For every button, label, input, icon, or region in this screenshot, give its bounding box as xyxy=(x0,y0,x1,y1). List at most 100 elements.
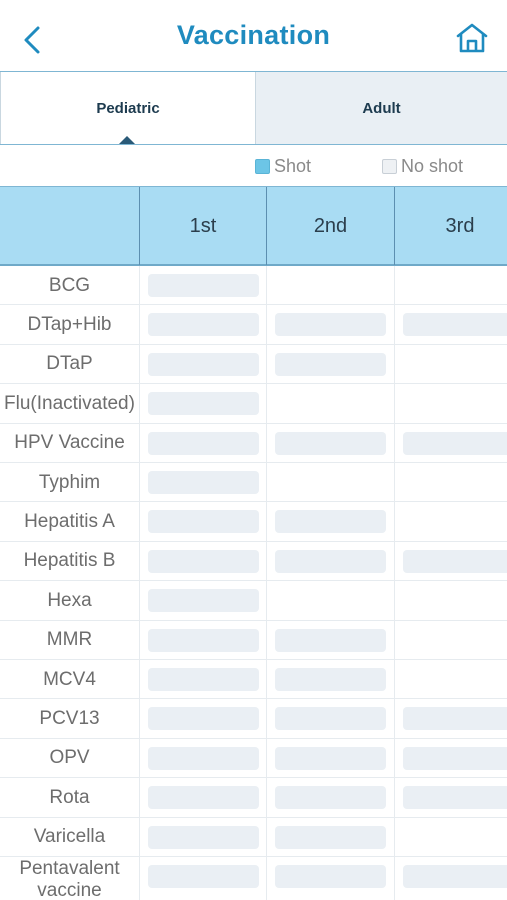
table-row: Varicella xyxy=(0,817,507,857)
dose-toggle[interactable] xyxy=(275,313,386,337)
dose-cell-2 xyxy=(267,778,395,817)
dose-toggle[interactable] xyxy=(275,825,386,849)
no-shot-swatch xyxy=(382,159,397,174)
dose-cell-1 xyxy=(140,541,267,581)
table-row: HPV Vaccine xyxy=(0,423,507,463)
dose-cell-3 xyxy=(395,345,507,383)
dose-toggle[interactable] xyxy=(275,707,386,731)
dose-toggle[interactable] xyxy=(148,865,259,888)
dose-toggle[interactable] xyxy=(148,274,259,297)
dose-cell-3 xyxy=(395,266,507,304)
dose-toggle[interactable] xyxy=(148,707,259,731)
vaccine-name: Pentavalent vaccine xyxy=(0,857,140,900)
dose-cell-2 xyxy=(267,384,395,423)
dose-toggle[interactable] xyxy=(403,707,507,731)
dose-cell-1 xyxy=(140,857,267,900)
dose-toggle[interactable] xyxy=(275,865,386,888)
home-button[interactable] xyxy=(455,22,489,54)
dose-cell-3 xyxy=(395,305,507,343)
dose-toggle[interactable] xyxy=(403,786,507,810)
table-header: 1st 2nd 3rd xyxy=(0,186,507,266)
dose-cell-1 xyxy=(140,738,267,778)
dose-cell-2 xyxy=(267,699,395,738)
dose-cell-2 xyxy=(267,541,395,581)
table-row: DTaP xyxy=(0,344,507,385)
dose-toggle[interactable] xyxy=(148,471,259,494)
legend-no-shot-label: No shot xyxy=(401,156,464,176)
vaccine-name: OPV xyxy=(0,738,140,778)
dose-toggle[interactable] xyxy=(148,668,259,691)
dose-cell-3 xyxy=(395,818,507,856)
table-row: Rota xyxy=(0,778,507,818)
dose-toggle[interactable] xyxy=(148,431,259,455)
vaccine-name: Rota xyxy=(0,778,140,817)
dose-cell-2 xyxy=(267,344,395,384)
dose-toggle[interactable] xyxy=(148,746,259,770)
dose-toggle[interactable] xyxy=(275,668,386,691)
dose-cell-3 xyxy=(395,699,507,737)
chevron-left-icon xyxy=(24,26,40,54)
table-row: Typhim xyxy=(0,463,507,503)
vaccine-name: BCG xyxy=(0,266,140,305)
dose-toggle[interactable] xyxy=(148,628,259,652)
header-cell-2nd: 2nd xyxy=(267,187,395,265)
dose-cell-1 xyxy=(140,344,267,384)
dose-cell-1 xyxy=(140,305,267,344)
header-cell-vaccine xyxy=(0,187,140,265)
tab-pediatric[interactable]: Pediatric xyxy=(0,72,255,144)
legend-no-shot: No shot xyxy=(382,156,463,177)
dose-cell-2 xyxy=(267,502,395,541)
header-cell-3rd: 3rd xyxy=(445,214,475,237)
vaccine-name: Flu(Inactivated) xyxy=(0,384,140,423)
vaccine-name: PCV13 xyxy=(0,699,140,738)
shot-swatch xyxy=(255,159,270,174)
dose-toggle[interactable] xyxy=(148,352,259,376)
dose-toggle[interactable] xyxy=(148,786,259,810)
dose-cell-1 xyxy=(140,660,267,699)
dose-toggle[interactable] xyxy=(275,786,386,810)
vaccine-name: Typhim xyxy=(0,463,140,502)
dose-toggle[interactable] xyxy=(403,313,507,337)
dose-cell-2 xyxy=(267,305,395,344)
dose-toggle[interactable] xyxy=(148,392,259,416)
dose-cell-3 xyxy=(395,502,507,540)
dose-cell-1 xyxy=(140,620,267,659)
dose-toggle[interactable] xyxy=(275,549,386,573)
dose-toggle[interactable] xyxy=(148,510,259,534)
dose-toggle[interactable] xyxy=(275,510,386,534)
page-title: Vaccination xyxy=(176,20,331,50)
dose-toggle[interactable] xyxy=(275,352,386,376)
dose-cell-1 xyxy=(140,423,267,462)
legend-shot: Shot xyxy=(255,156,311,177)
dose-toggle[interactable] xyxy=(148,549,259,573)
back-button[interactable] xyxy=(18,22,48,58)
dose-cell-2 xyxy=(267,581,395,620)
dose-toggle[interactable] xyxy=(148,825,259,849)
vaccine-name: MMR xyxy=(0,620,140,659)
table-row: Hepatitis A xyxy=(0,502,507,542)
dose-cell-3 xyxy=(395,581,507,619)
dose-toggle[interactable] xyxy=(275,746,386,770)
table-row: Flu(Inactivated) xyxy=(0,384,507,424)
dose-cell-1 xyxy=(140,502,267,541)
dose-cell-3 xyxy=(395,621,507,659)
legend: Shot No shot xyxy=(0,146,507,186)
tab-adult[interactable]: Adult xyxy=(255,72,507,144)
dose-toggle[interactable] xyxy=(403,746,507,770)
dose-cell-3 xyxy=(395,660,507,698)
table-row: DTap+Hib xyxy=(0,305,507,345)
dose-toggle[interactable] xyxy=(403,865,507,888)
vaccine-name: DTap+Hib xyxy=(0,305,140,344)
dose-toggle[interactable] xyxy=(148,313,259,337)
dose-toggle[interactable] xyxy=(403,431,507,455)
dose-cell-3 xyxy=(395,857,507,900)
dose-cell-3 xyxy=(395,542,507,580)
dose-cell-3 xyxy=(395,463,507,501)
vaccine-name: HPV Vaccine xyxy=(0,423,140,462)
dose-toggle[interactable] xyxy=(275,431,386,455)
dose-toggle[interactable] xyxy=(403,549,507,573)
dose-toggle[interactable] xyxy=(148,589,259,613)
vaccine-name: Varicella xyxy=(0,817,140,856)
vaccine-table-body[interactable]: BCG DTap+Hib DTaP Flu(Inactivated) HPV Vacci… xyxy=(0,266,507,900)
dose-toggle[interactable] xyxy=(275,628,386,652)
